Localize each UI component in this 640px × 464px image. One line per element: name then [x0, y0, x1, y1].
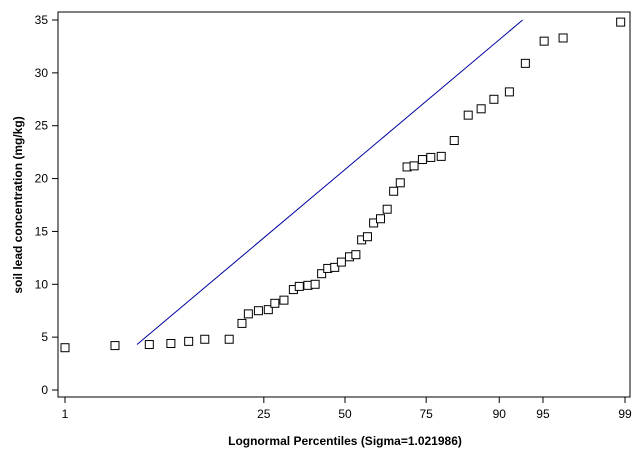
y-tick-label: 5: [41, 330, 48, 344]
data-point: [417, 155, 427, 165]
data-point: [409, 161, 419, 171]
data-point: [270, 298, 280, 308]
axes: 0 5 10 15 20 25 30 35 1 25 50 75 90 95 99: [35, 11, 632, 421]
x-tick-label: 99: [618, 407, 632, 421]
data-point: [253, 306, 263, 316]
data-point: [504, 87, 514, 97]
data-point: [520, 58, 530, 68]
data-point: [263, 305, 273, 315]
data-point: [382, 204, 392, 214]
data-point: [489, 94, 499, 104]
y-tick-label: 30: [35, 66, 49, 80]
data-point: [224, 334, 234, 344]
data-point: [389, 186, 399, 196]
data-point: [539, 36, 549, 46]
y-tick-label: 0: [41, 383, 48, 397]
data-point: [476, 104, 486, 114]
data-point: [376, 214, 386, 224]
y-tick-label: 25: [35, 119, 49, 133]
data-point: [310, 279, 320, 289]
y-tick-label: 35: [35, 13, 49, 27]
data-point: [237, 318, 247, 328]
data-point: [184, 336, 194, 346]
x-tick-label: 90: [493, 407, 507, 421]
data-point: [60, 343, 70, 353]
x-tick-label: 75: [420, 407, 434, 421]
data-point: [558, 33, 568, 43]
y-tick-label: 20: [35, 172, 49, 186]
x-tick-label: 95: [536, 407, 550, 421]
x-axis-title: Lognormal Percentiles (Sigma=1.021986): [228, 434, 462, 448]
data-point: [395, 178, 405, 188]
data-point: [243, 309, 253, 319]
y-axis-title: soil lead concentration (mg/kg): [11, 116, 25, 293]
data-point: [362, 232, 372, 242]
data-point: [166, 338, 176, 348]
data-point: [279, 295, 289, 305]
data-point: [616, 17, 626, 27]
data-point: [144, 340, 154, 350]
data-point: [317, 269, 327, 279]
plot-frame: [57, 11, 631, 398]
x-tick-label: 50: [338, 407, 352, 421]
data-point: [110, 341, 120, 351]
data-point: [330, 262, 340, 272]
data-points: [60, 17, 626, 353]
data-point: [336, 257, 346, 267]
y-tick-label: 15: [35, 224, 49, 238]
x-tick-label: 1: [62, 407, 69, 421]
data-point: [294, 281, 304, 291]
y-tick-label: 10: [35, 277, 49, 291]
data-point: [449, 136, 459, 146]
x-tick-label: 25: [257, 407, 271, 421]
data-point: [463, 110, 473, 120]
data-point: [426, 152, 436, 162]
fit-line: [136, 19, 523, 345]
fit-line-group: [136, 19, 523, 345]
data-point: [351, 250, 361, 260]
data-point: [200, 334, 210, 344]
data-point: [436, 151, 446, 161]
